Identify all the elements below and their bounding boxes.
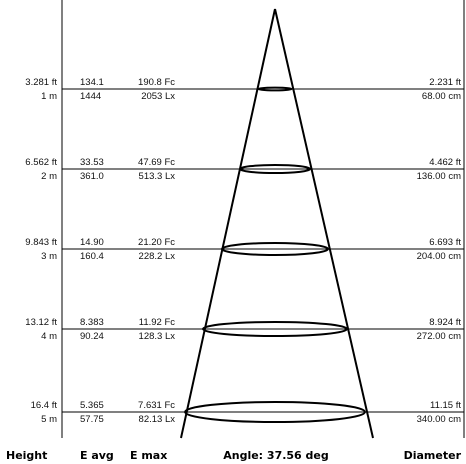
eavg-lx: 1444 — [80, 91, 101, 102]
row-5m: 16.4 ft 5 m 5.365 57.75 7.631 Fc 82.13 L… — [31, 400, 462, 425]
row-3m: 9.843 ft 3 m 14.90 160.4 21.20 Fc 228.2 … — [25, 237, 461, 262]
emax-fc: 7.631 Fc — [138, 400, 175, 411]
height-header: Height — [6, 449, 47, 462]
diameter-cm: 204.00 cm — [417, 251, 461, 262]
emax-lx: 513.3 Lx — [139, 171, 176, 182]
eavg-lx: 361.0 — [80, 171, 104, 182]
eavg-lx: 160.4 — [80, 251, 104, 262]
eavg-fc: 134.1 — [80, 77, 104, 88]
emax-header: E max — [130, 449, 167, 462]
height-ft: 9.843 ft — [25, 237, 57, 248]
eavg-lx: 57.75 — [80, 414, 104, 425]
height-m: 3 m — [41, 251, 57, 262]
emax-fc: 190.8 Fc — [138, 77, 175, 88]
beam-ellipse-5m — [184, 401, 366, 423]
diameter-ft: 8.924 ft — [429, 317, 461, 328]
diameter-header: Diameter — [404, 449, 462, 462]
emax-fc: 11.92 Fc — [139, 317, 176, 328]
diameter-ft: 2.231 ft — [429, 77, 461, 88]
eavg-fc: 33.53 — [80, 157, 104, 168]
diameter-cm: 272.00 cm — [417, 331, 461, 342]
angle-header: Angle: 37.56 deg — [223, 449, 329, 462]
footer-headers: Height E avg E max Angle: 37.56 deg Diam… — [6, 449, 462, 462]
beam-ellipse-1m — [257, 86, 293, 92]
emax-lx: 228.2 Lx — [139, 251, 176, 262]
diameter-cm: 68.00 cm — [422, 91, 461, 102]
beam-ellipse-3m — [221, 242, 329, 256]
row-4m: 13.12 ft 4 m 8.383 90.24 11.92 Fc 128.3 … — [25, 317, 461, 342]
eavg-fc: 8.383 — [80, 317, 104, 328]
row-2m: 6.562 ft 2 m 33.53 361.0 47.69 Fc 513.3 … — [25, 157, 461, 182]
diameter-ft: 11.15 ft — [430, 400, 461, 411]
height-m: 1 m — [41, 91, 57, 102]
eavg-header: E avg — [80, 449, 114, 462]
diameter-ft: 4.462 ft — [429, 157, 461, 168]
cone-left-edge — [180, 8, 276, 439]
eavg-lx: 90.24 — [80, 331, 104, 342]
emax-lx: 128.3 Lx — [139, 331, 176, 342]
height-m: 5 m — [41, 414, 57, 425]
height-ft: 16.4 ft — [31, 400, 58, 411]
emax-fc: 21.20 Fc — [138, 237, 175, 248]
eavg-fc: 14.90 — [80, 237, 104, 248]
beam-cone — [180, 8, 374, 439]
row-1m: 3.281 ft 1 m 134.1 1444 190.8 Fc 2053 Lx… — [25, 77, 461, 102]
emax-lx: 82.13 Lx — [139, 414, 176, 425]
diameter-cm: 340.00 cm — [417, 414, 461, 425]
emax-fc: 47.69 Fc — [138, 157, 175, 168]
eavg-fc: 5.365 — [80, 400, 104, 411]
distance-lines — [62, 88, 464, 413]
beam-ellipse-2m — [239, 164, 311, 174]
cone-right-edge — [274, 8, 374, 439]
beam-ellipse-4m — [202, 321, 348, 337]
diameter-ft: 6.693 ft — [429, 237, 461, 248]
height-ft: 3.281 ft — [25, 77, 57, 88]
height-m: 4 m — [41, 331, 57, 342]
diameter-cm: 136.00 cm — [417, 171, 461, 182]
height-ft: 13.12 ft — [25, 317, 57, 328]
height-m: 2 m — [41, 171, 57, 182]
height-ft: 6.562 ft — [25, 157, 57, 168]
emax-lx: 2053 Lx — [141, 91, 175, 102]
